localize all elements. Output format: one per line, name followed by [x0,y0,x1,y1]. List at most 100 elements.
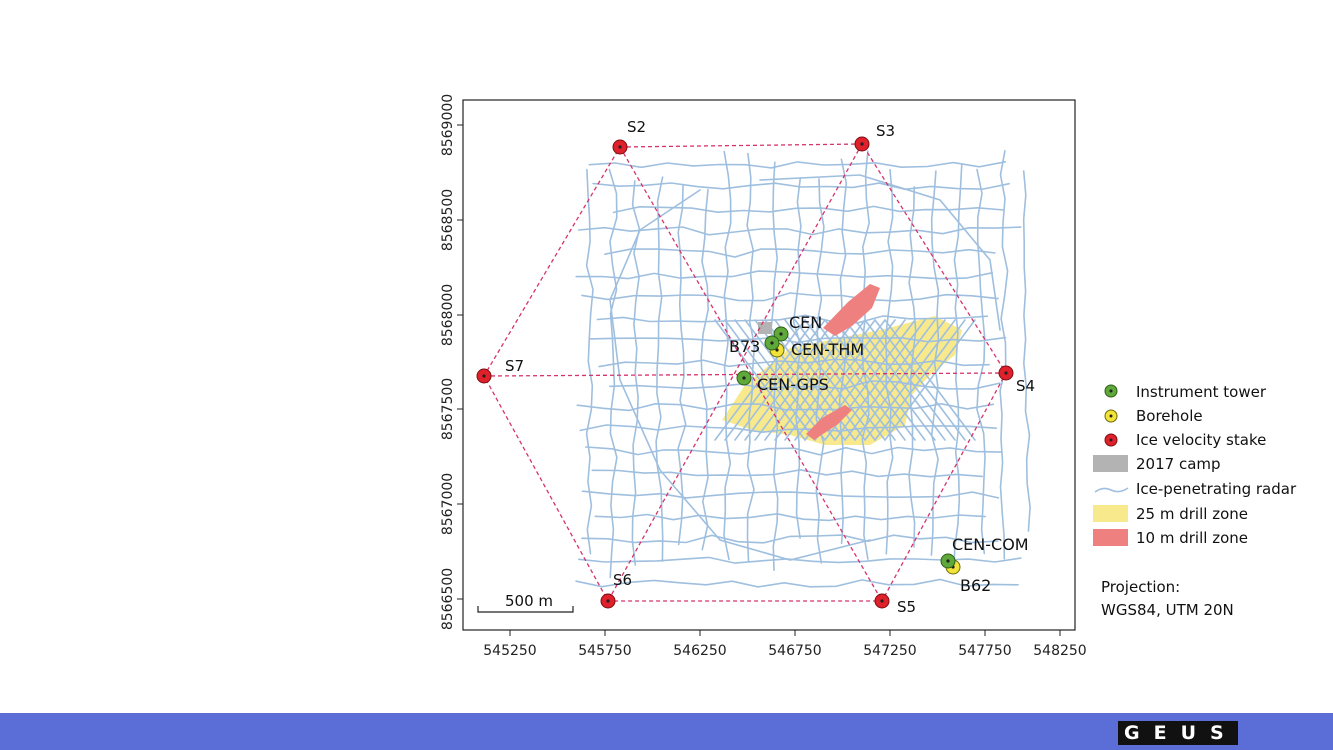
tower-cen-gps [736,370,752,386]
radar-loop [759,174,1001,331]
geus-logo: GEUS [1118,721,1238,745]
radar-hatch [884,319,976,441]
stakes: S2 S3 S4 S5 S6 S7 [476,118,1035,616]
radar-line [608,168,618,579]
stake-s2: S2 [612,118,646,155]
legend-label: Instrument tower [1136,383,1267,401]
radar-line [575,578,1019,588]
legend-label: 10 m drill zone [1136,529,1248,547]
legend-item-25m-drill-zone: 25 m drill zone [1093,505,1248,523]
sites: CEN CEN-THM B73 CEN-GPS CEN-COM B62 [729,313,1029,595]
projection-title: Projection: [1101,578,1180,596]
radar-line [861,150,871,560]
drill-zone-10m-south [806,405,852,440]
y-tick-label: 8566500 [440,568,456,630]
stake-s7: S7 [476,357,524,384]
radar-loop [609,189,871,561]
site-label-b62: B62 [960,576,991,595]
stake-s3-label: S3 [876,122,895,140]
scale-bar: 500 m [477,592,574,613]
radar-line [1022,170,1031,532]
radar-line [594,512,987,522]
radar-hatch [864,319,956,441]
radar-line [575,270,994,280]
y-tick-label: 8567000 [440,473,456,535]
tower-cen [773,326,789,342]
scale-bar-label: 500 m [505,592,553,610]
legend-item-10m-drill-zone: 10 m drill zone [1093,529,1248,547]
stake-s5-label: S5 [897,598,916,616]
radar-line [581,292,999,302]
stake-s7-label: S7 [505,357,524,375]
radar-line [770,161,779,572]
site-label-cen-thm: CEN-THM [791,340,864,359]
radar-hatch [834,319,926,441]
radar-line [592,182,1010,191]
radar-line [585,168,594,555]
stake-s3: S3 [854,122,895,152]
site-label-cen-com: CEN-COM [952,535,1029,554]
stake-s4: S4 [998,365,1035,395]
radar-lines [575,150,1031,588]
radar-line [815,178,825,564]
stake-s6-label: S6 [613,571,632,589]
radar-line [596,314,989,324]
x-tick-label: 547250 [863,643,916,659]
legend-label: Ice-penetrating radar [1136,480,1297,498]
x-tick-label: 545750 [578,643,631,659]
stake-s2-label: S2 [627,118,646,136]
radar-hatch [874,319,966,441]
y-tick-label: 8569000 [440,94,456,156]
map-figure: 545250 545750 546250 546750 547250 54775… [440,94,1297,659]
legend: Instrument tower Borehole Ice velocity s… [1093,383,1297,619]
legend-item-ice-velocity-stake: Ice velocity stake [1104,431,1266,449]
radar-line [677,183,687,546]
radar-line [655,176,664,563]
radar-line [999,150,1009,560]
camp-2017-area [758,322,772,334]
x-tick-label: 546250 [673,643,726,659]
x-tick-label: 547750 [958,643,1011,659]
drill-zone-10m-north [823,284,880,336]
radar-line [792,177,802,539]
radar-line [604,248,996,258]
radar-line [930,170,940,556]
legend-label: Borehole [1136,407,1203,425]
radar-hatch [844,319,936,441]
legend-item-instrument-tower: Instrument tower [1104,383,1267,401]
radar-line [908,186,917,548]
radar-line [584,446,1003,456]
x-tick-label: 545250 [483,643,536,659]
stake-s5: S5 [874,593,916,616]
radar-line [577,226,1022,236]
footer-bar [0,713,1333,750]
x-tick-label: 546750 [768,643,821,659]
legend-item-2017-camp: 2017 camp [1093,455,1221,473]
radar-line [838,158,848,545]
y-axis: 8566500 8567000 8567500 8568000 8568500 … [440,94,463,630]
y-tick-label: 8567500 [440,378,456,440]
site-label-b73: B73 [729,337,760,356]
radar-line [581,490,1000,499]
site-label-cen-gps: CEN-GPS [757,375,829,394]
tower-cen-com [940,553,956,569]
legend-label: Ice velocity stake [1136,431,1266,449]
legend-item-radar: Ice-penetrating radar [1094,480,1297,498]
projection-value: WGS84, UTM 20N [1101,601,1234,619]
stake-s4-label: S4 [1016,377,1035,395]
tower-b73 [764,335,780,351]
radar-line [700,188,710,551]
radar-line [591,468,984,478]
legend-label: 25 m drill zone [1136,505,1248,523]
legend-item-borehole: Borehole [1104,407,1203,425]
x-tick-label: 548250 [1033,643,1086,659]
radar-line [576,402,995,412]
radar-line [723,150,732,561]
radar-line [581,534,999,544]
radar-line [579,424,998,434]
stake-s6: S6 [600,571,632,609]
legend-label: 2017 camp [1136,455,1221,473]
y-tick-label: 8568000 [440,284,456,346]
y-tick-label: 8568500 [440,189,456,251]
radar-line [976,168,986,555]
